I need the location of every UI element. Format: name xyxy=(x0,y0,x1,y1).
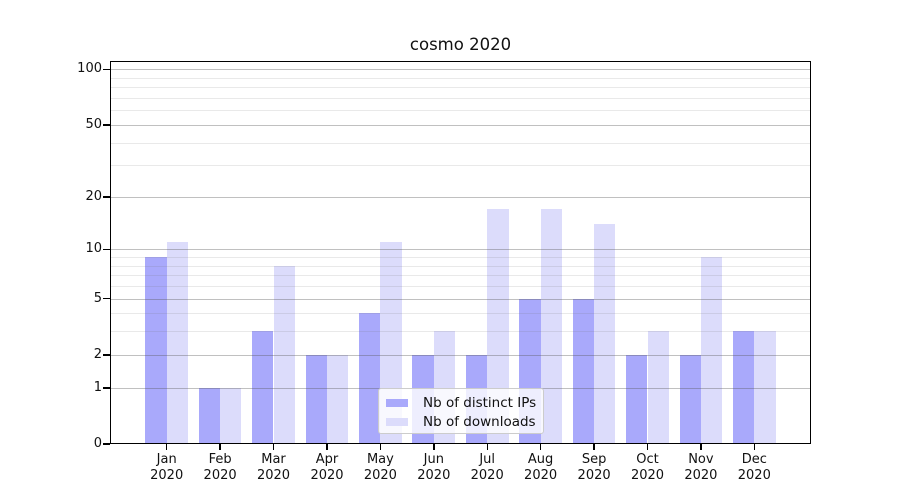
legend-item-distinct-ips: Nb of distinct IPs xyxy=(386,394,537,412)
y-tick-mark-2 xyxy=(103,354,110,356)
gridline-major-5 xyxy=(110,298,811,300)
gridline-minor-3 xyxy=(110,331,811,333)
gridline-major-2 xyxy=(110,354,811,356)
y-tick-mark-1 xyxy=(103,387,110,389)
y-tick-label-0: 0 xyxy=(93,436,102,451)
bar-nb-of-distinct-ips-sep xyxy=(572,298,595,444)
gridline-minor-80 xyxy=(110,87,811,89)
y-tick-label-1: 1 xyxy=(93,379,102,395)
x-tick-mark-nov xyxy=(700,444,702,450)
legend-label-distinct-ips: Nb of distinct IPs xyxy=(423,395,537,411)
bar-nb-of-distinct-ips-jan xyxy=(145,257,167,444)
x-tick-label-nov: Nov 2020 xyxy=(684,452,718,483)
bar-nb-of-distinct-ips-feb xyxy=(198,387,221,444)
y-tick-mark-100 xyxy=(103,68,110,70)
x-tick-label-sep: Sep 2020 xyxy=(577,452,611,483)
bar-nb-of-downloads-feb xyxy=(220,387,242,444)
x-tick-mark-feb xyxy=(219,444,221,450)
x-tick-mark-jan xyxy=(165,444,168,450)
x-tick-label-aug: Aug 2020 xyxy=(524,452,558,483)
bar-nb-of-downloads-oct xyxy=(647,331,669,444)
bar-nb-of-distinct-ips-mar xyxy=(252,331,274,444)
x-tick-label-apr: Apr 2020 xyxy=(310,452,344,483)
x-tick-label-jul: Jul 2020 xyxy=(470,452,504,483)
y-tick-mark-5 xyxy=(103,297,110,300)
x-tick-label-jan: Jan 2020 xyxy=(150,452,184,483)
x-tick-mark-oct xyxy=(646,444,649,450)
y-tick-mark-10 xyxy=(103,248,110,251)
gridline-minor-4 xyxy=(110,313,811,315)
y-tick-label-50: 50 xyxy=(85,116,102,132)
gridline-minor-8 xyxy=(110,265,811,267)
y-tick-label-10: 10 xyxy=(85,241,102,257)
bar-nb-of-downloads-sep xyxy=(594,224,616,444)
bar-nb-of-downloads-mar xyxy=(273,265,295,444)
chart-title: cosmo 2020 xyxy=(409,35,512,54)
y-tick-mark-0 xyxy=(103,443,110,445)
bar-nb-of-downloads-nov xyxy=(700,257,723,444)
x-tick-mark-jun xyxy=(433,444,435,450)
gridline-minor-7 xyxy=(110,275,811,277)
x-tick-label-dec: Dec 2020 xyxy=(737,452,771,483)
x-tick-mark-apr xyxy=(326,444,328,450)
x-tick-mark-dec xyxy=(753,444,756,450)
legend-item-downloads: Nb of downloads xyxy=(386,413,536,431)
bar-nb-of-distinct-ips-apr xyxy=(305,354,327,444)
gridline-major-50 xyxy=(110,124,811,126)
plot-area: Nb of distinct IPs Nb of downloads xyxy=(110,61,811,444)
y-tick-label-20: 20 xyxy=(85,188,102,204)
x-tick-mark-mar xyxy=(272,444,275,450)
y-tick-label-5: 5 xyxy=(93,290,102,306)
y-tick-mark-50 xyxy=(103,124,110,126)
x-tick-label-mar: Mar 2020 xyxy=(256,452,291,483)
bar-nb-of-distinct-ips-dec xyxy=(732,331,755,444)
bar-nb-of-downloads-jan xyxy=(166,242,189,444)
legend: Nb of distinct IPs Nb of downloads xyxy=(378,388,544,434)
gridline-minor-30 xyxy=(110,165,811,167)
gridline-minor-60 xyxy=(110,110,811,112)
gridline-major-10 xyxy=(110,249,811,251)
x-tick-mark-may xyxy=(379,444,382,450)
bar-nb-of-distinct-ips-oct xyxy=(626,354,648,444)
x-tick-label-may: May 2020 xyxy=(363,452,397,483)
gridline-major-100 xyxy=(110,69,811,71)
gridline-major-20 xyxy=(110,196,811,198)
x-tick-mark-jul xyxy=(486,444,488,450)
gridline-minor-6 xyxy=(110,286,811,287)
x-tick-label-oct: Oct 2020 xyxy=(630,452,665,483)
x-tick-mark-sep xyxy=(593,444,595,450)
y-tick-label-2: 2 xyxy=(93,346,102,362)
gridline-minor-70 xyxy=(110,97,811,99)
legend-swatch-downloads xyxy=(386,417,408,427)
bar-nb-of-downloads-dec xyxy=(754,331,776,444)
gridline-minor-40 xyxy=(110,142,811,144)
x-tick-label-feb: Feb 2020 xyxy=(203,452,237,483)
bar-nb-of-distinct-ips-nov xyxy=(679,354,701,444)
x-tick-label-jun: Jun 2020 xyxy=(417,452,451,483)
legend-label-downloads: Nb of downloads xyxy=(423,414,536,430)
y-tick-mark-20 xyxy=(103,196,110,198)
gridline-minor-90 xyxy=(110,77,811,79)
bar-nb-of-downloads-apr xyxy=(327,354,349,444)
gridline-minor-9 xyxy=(110,257,811,259)
bar-nb-of-distinct-ips-may xyxy=(359,313,381,444)
y-tick-label-100: 100 xyxy=(77,61,102,77)
bar-nb-of-downloads-jul xyxy=(487,209,509,444)
x-tick-mark-aug xyxy=(539,444,542,450)
bar-nb-of-downloads-aug xyxy=(540,209,562,444)
legend-swatch-distinct-ips xyxy=(386,398,408,408)
